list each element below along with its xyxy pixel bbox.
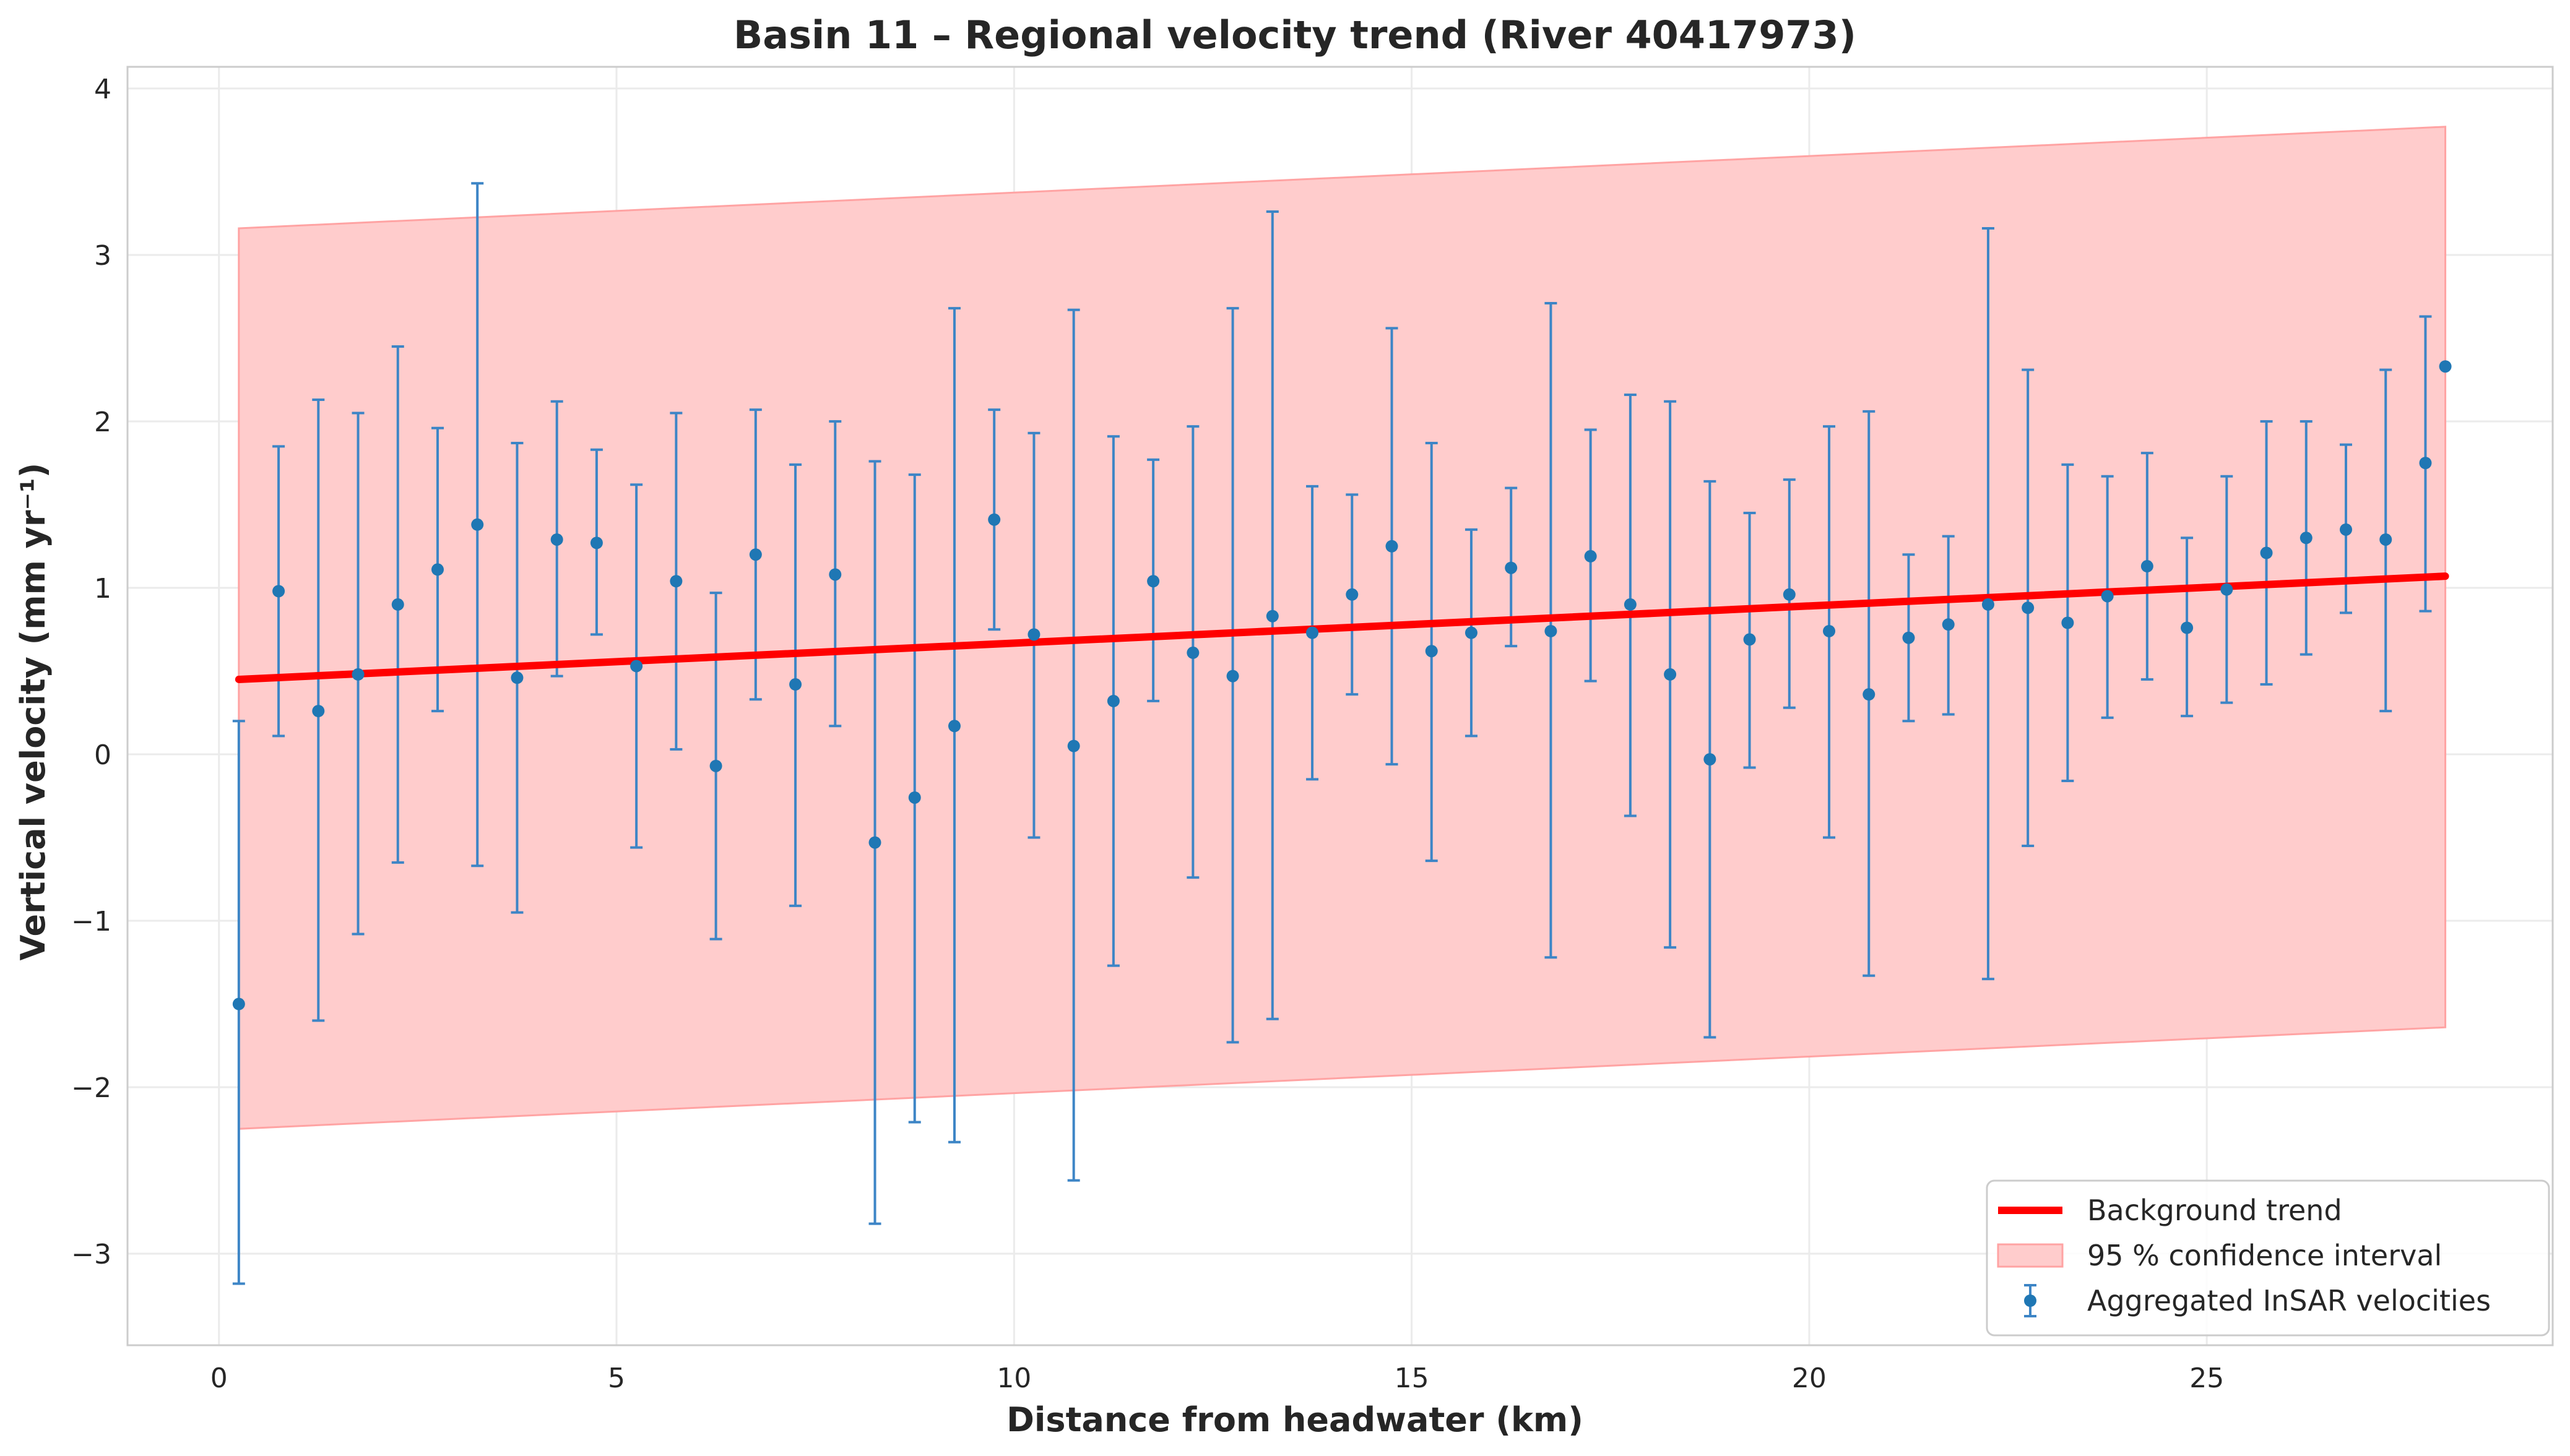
y-tick-label: −2 [71, 1072, 111, 1104]
data-point [2260, 546, 2273, 559]
data-point [2439, 360, 2452, 373]
data-point [2220, 583, 2233, 596]
data-point [1385, 540, 1398, 553]
data-point [2379, 533, 2392, 546]
data-point [590, 536, 603, 549]
data-point [1346, 588, 1359, 601]
data-point [2340, 523, 2353, 536]
data-point [1664, 668, 1677, 681]
data-point [2061, 616, 2074, 629]
data-point [948, 720, 961, 733]
data-point [1624, 598, 1637, 611]
x-tick-label: 15 [1395, 1363, 1429, 1394]
data-point [1425, 645, 1438, 658]
data-point [1902, 631, 1915, 644]
data-point [1783, 588, 1796, 601]
data-point [1981, 598, 1994, 611]
y-tick-label: −1 [71, 906, 111, 937]
data-point [272, 585, 285, 598]
trend-layer [235, 572, 2449, 683]
data-point [1187, 646, 1200, 659]
legend-trend-label: Background trend [2087, 1194, 2342, 1227]
data-point [1465, 626, 1478, 639]
y-tick-label: 0 [94, 739, 111, 771]
data-point [352, 668, 365, 681]
data-point [1505, 561, 1518, 574]
point-layer [232, 360, 2452, 1010]
x-tick-label: 0 [210, 1363, 228, 1394]
legend-points-label: Aggregated InSAR velocities [2087, 1284, 2491, 1317]
data-point [709, 759, 722, 772]
data-point [1823, 624, 1836, 637]
data-point [391, 598, 404, 611]
legend-ci-swatch [1997, 1243, 2064, 1268]
chart-title: Basin 11 – Regional velocity trend (Rive… [733, 12, 1856, 58]
data-point [1584, 549, 1597, 562]
data-point [829, 568, 842, 581]
data-point [2140, 560, 2153, 573]
data-point [511, 671, 524, 684]
legend-ci-label: 95 % confidence interval [2087, 1239, 2442, 1272]
data-point [789, 678, 802, 691]
data-point [670, 575, 683, 588]
y-tick-label: 4 [94, 74, 111, 105]
x-tick-label: 10 [997, 1363, 1031, 1394]
y-tick-label: 2 [94, 407, 111, 438]
data-point [1067, 739, 1080, 752]
data-point [471, 518, 484, 531]
data-point [2181, 621, 2194, 634]
data-point [431, 563, 444, 576]
data-point [749, 548, 762, 561]
data-point [988, 513, 1001, 526]
data-point [1863, 688, 1876, 701]
y-tick-label: −3 [71, 1239, 111, 1270]
data-point [630, 660, 643, 673]
data-point [2022, 601, 2035, 614]
data-point [1942, 618, 1955, 631]
x-tick-label: 20 [1792, 1363, 1827, 1394]
data-point [312, 705, 325, 718]
y-tick-label: 3 [94, 240, 111, 272]
y-axis-title: Vertical velocity (mm yr⁻¹) [14, 463, 53, 961]
x-tick-labels: 0 5 10 15 20 25 [210, 1363, 2224, 1394]
data-point [1544, 624, 1557, 637]
data-point [1703, 753, 1716, 766]
axes-frame [126, 66, 2554, 1346]
data-point [1306, 626, 1319, 639]
trend-line [235, 572, 2449, 683]
data-point [2101, 590, 2114, 603]
data-point [1226, 670, 1239, 683]
y-tick-labels: −3 −2 −1 0 1 2 3 4 [71, 74, 111, 1270]
data-point [908, 791, 921, 804]
data-point [1266, 610, 1279, 622]
data-point [232, 997, 245, 1010]
data-point [1743, 633, 1756, 646]
data-point [1107, 694, 1120, 707]
x-tick-label: 25 [2189, 1363, 2224, 1394]
data-point [2419, 457, 2432, 470]
data-point [1147, 575, 1160, 588]
x-axis-title: Distance from headwater (km) [1006, 1400, 1583, 1439]
legend: Background trend 95 % confidence interva… [1986, 1179, 2550, 1337]
data-point [1028, 628, 1041, 641]
legend-point-swatch [2024, 1284, 2036, 1317]
x-tick-label: 5 [608, 1363, 625, 1394]
y-tick-label: 1 [94, 573, 111, 605]
legend-box [1986, 1179, 2550, 1337]
data-point [868, 836, 881, 849]
data-point [2300, 532, 2313, 545]
data-point [550, 533, 563, 546]
